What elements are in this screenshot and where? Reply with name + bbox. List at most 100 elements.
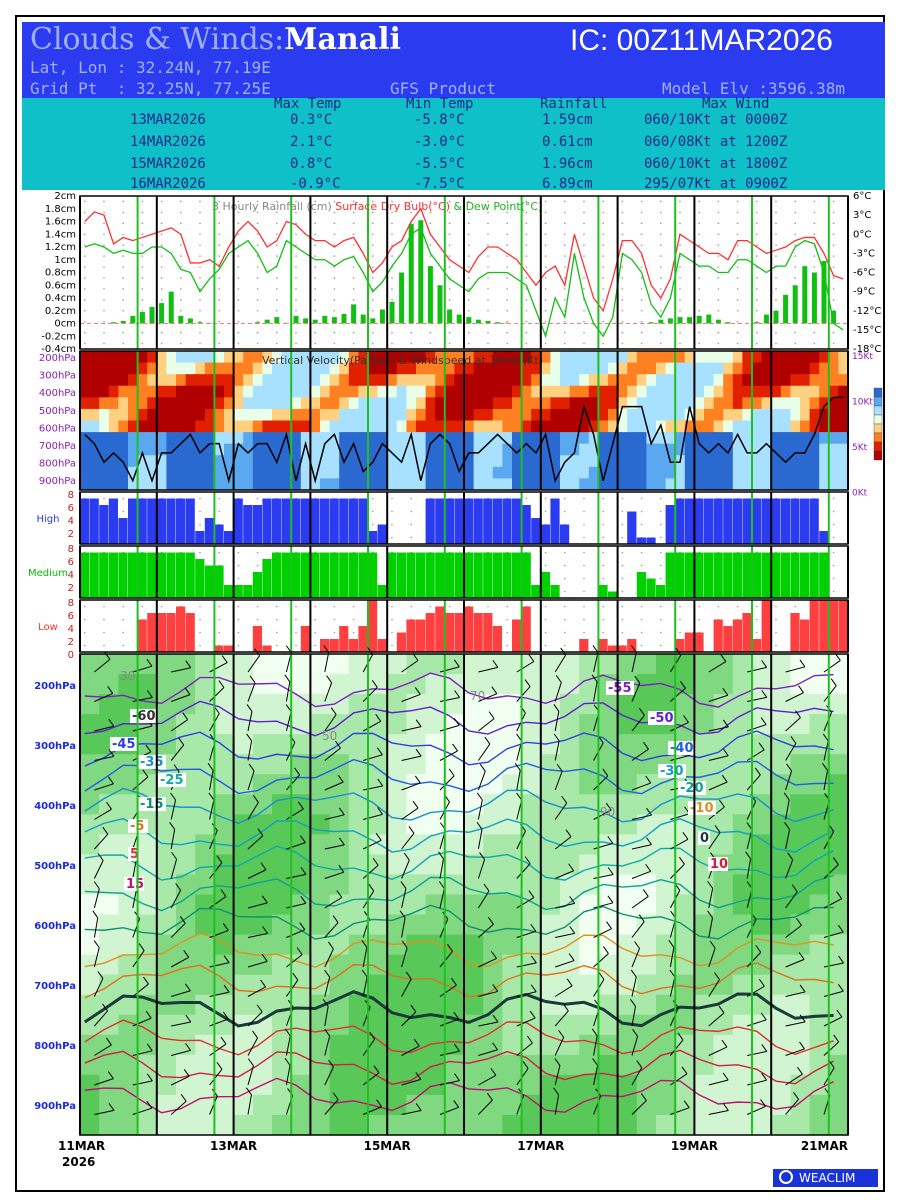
humidity-cell — [694, 934, 715, 956]
grid-dot — [391, 510, 393, 513]
grid-dot — [314, 342, 317, 345]
wind-barb — [209, 770, 214, 791]
vv-cell — [320, 408, 331, 421]
vv-cell — [406, 374, 417, 387]
wind-barb — [631, 870, 651, 879]
grid-dot — [103, 618, 105, 621]
vv-cell — [492, 362, 503, 375]
vv-cell — [675, 420, 686, 433]
grid-dot — [237, 342, 240, 345]
humidity-cell — [617, 954, 638, 976]
grid-dot — [640, 211, 643, 214]
y-tick-label: -15°C — [853, 325, 881, 336]
wind-barb-flag — [170, 792, 176, 801]
vv-cell — [348, 455, 359, 468]
humidity-cell — [675, 674, 695, 695]
grid-dot — [602, 266, 604, 268]
humidity-cell — [368, 914, 388, 936]
vv-cell — [252, 397, 263, 410]
grid-dot — [794, 200, 796, 203]
vv-cell — [809, 408, 820, 421]
vv-cell — [569, 397, 580, 410]
vv-cell — [128, 455, 139, 468]
vv-cell — [464, 478, 475, 491]
wind-barb-flag — [492, 660, 499, 668]
cloud-bar — [252, 572, 262, 598]
grid-dot — [583, 497, 585, 500]
grid-dot — [448, 299, 451, 301]
humidity-cell — [828, 874, 849, 895]
wind-barb-flag — [97, 971, 104, 979]
cloud-bar — [723, 626, 733, 652]
cloud-bar — [329, 639, 339, 652]
humidity-cell — [809, 654, 830, 675]
wind-barb — [747, 724, 767, 732]
grid-dot — [756, 244, 758, 246]
humidity-cell — [483, 774, 503, 795]
vv-cell — [300, 408, 311, 421]
wind-barb-flag — [607, 836, 614, 844]
vv-cell — [761, 466, 772, 479]
humidity-cell — [809, 794, 830, 815]
vv-cell — [569, 408, 580, 421]
grid-dot — [640, 233, 643, 236]
humidity-cell — [790, 1114, 811, 1136]
cloud-bar — [502, 498, 512, 544]
wind-barb — [708, 917, 713, 938]
rain-bar — [293, 315, 299, 324]
humidity-cell — [464, 734, 484, 755]
grid-dot — [544, 510, 547, 513]
wind-barb-flag — [566, 978, 573, 987]
humidity-cell — [732, 674, 753, 695]
panel-title-part: & Dew Point(°C) — [450, 200, 542, 213]
wind-barb — [209, 1018, 229, 1027]
wind-barb-flag — [143, 976, 149, 985]
vv-cell — [176, 351, 187, 364]
wind-barb — [401, 888, 407, 909]
cloud-bar — [742, 613, 752, 652]
vv-cell — [387, 397, 398, 410]
vv-cell — [214, 466, 225, 479]
y-tick-label: -6°C — [853, 268, 875, 279]
humidity-cell — [272, 1034, 292, 1056]
vv-cell — [416, 443, 427, 456]
humidity-cell — [387, 754, 407, 775]
vv-cell — [396, 420, 407, 433]
vv-cell — [252, 443, 263, 456]
grid-dot — [237, 299, 240, 301]
humidity-cell — [713, 954, 734, 976]
humidity-cell — [444, 774, 465, 795]
vv-cell — [483, 374, 494, 387]
wind-barb-flag — [591, 674, 598, 683]
wind-barb-flag — [488, 711, 495, 719]
vv-cell — [195, 420, 206, 433]
vv-cell — [406, 397, 417, 410]
humidity-cell — [790, 734, 811, 755]
humidity-cell — [272, 1074, 292, 1096]
vv-cell — [435, 362, 446, 375]
humidity-cell — [99, 1114, 119, 1136]
cloud-layer-label: Low — [38, 622, 58, 633]
vv-cell — [646, 478, 657, 491]
humidity-cell — [790, 794, 811, 815]
vv-cell — [560, 443, 571, 456]
humidity-cell — [156, 1074, 177, 1096]
wind-barb-flag — [296, 947, 303, 955]
vv-cell — [339, 432, 350, 445]
vv-cell — [579, 455, 590, 468]
rain-bar — [322, 315, 328, 324]
wind-barb — [93, 947, 100, 968]
wind-barb-flag — [603, 946, 609, 954]
humidity-cell — [99, 954, 119, 976]
humidity-cell — [176, 894, 196, 916]
wind-barb-flag — [220, 889, 227, 897]
cloud-bar — [752, 639, 762, 652]
vv-cell — [713, 374, 724, 387]
grid-dot — [141, 255, 144, 257]
grid-dot — [141, 266, 144, 268]
vv-cell — [147, 408, 158, 421]
humidity-cell — [348, 794, 369, 815]
humidity-cell — [99, 654, 119, 675]
humidity-cell — [252, 694, 273, 715]
contour-label-bg — [698, 831, 710, 845]
